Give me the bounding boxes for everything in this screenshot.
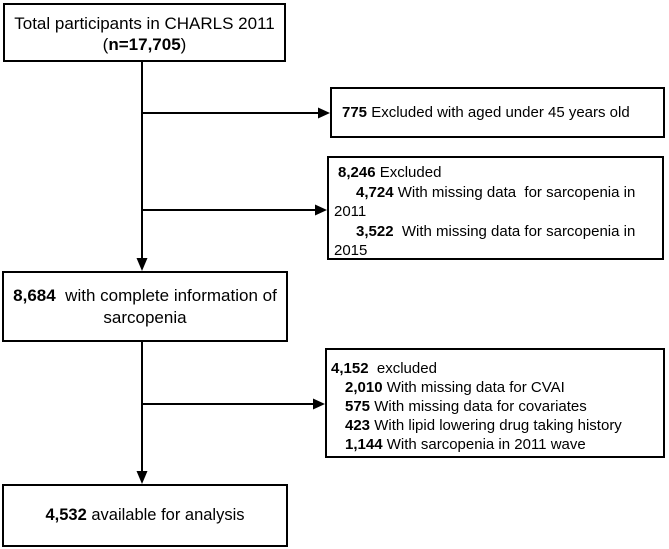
- box-available-for-analysis: 4,532 available for analysis: [2, 484, 288, 547]
- box-excluded-missing-sarcopenia: 8,246 Excluded 4,724 With missing data f…: [327, 156, 664, 260]
- box-excluded-other-reasons: 4,152 excluded 2,010 With missing data f…: [325, 348, 665, 458]
- excluded-other-line3: 575 With missing data for covariates: [345, 398, 587, 415]
- excluded-other-line5: 1,144 With sarcopenia in 2011 wave: [345, 436, 586, 453]
- excluded-other-line4: 423 With lipid lowering drug taking hist…: [345, 417, 622, 434]
- excluded-other-line2: 2,010 With missing data for CVAI: [345, 379, 565, 396]
- excluded-other-line1: 4,152 excluded: [331, 360, 437, 377]
- excluded-sarcopenia-line3: 2011: [334, 203, 367, 220]
- available-for-analysis-text: 4,532 available for analysis: [45, 506, 245, 524]
- total-n-value: n=17,705: [108, 35, 181, 54]
- excluded-sarcopenia-line1: 8,246 Excluded: [338, 164, 442, 181]
- arrow-to-excluded-sarcopenia: [142, 204, 327, 216]
- box-complete-information: 8,684 with complete information of sarco…: [2, 271, 288, 342]
- excluded-sarcopenia-line5: 2015: [334, 242, 368, 259]
- total-participants-line2: (n=17,705): [102, 35, 187, 54]
- box-total-participants: Total participants in CHARLS 2011 (n=17,…: [3, 3, 286, 62]
- box-excluded-under-45: 775 Excluded with aged under 45 years ol…: [330, 87, 665, 138]
- arrow-to-excluded-age: [142, 107, 330, 119]
- arrow-total-to-complete: [136, 62, 148, 271]
- total-participants-line1: Total participants in CHARLS 2011: [14, 14, 275, 33]
- arrow-to-excluded-other: [142, 398, 325, 410]
- excluded-under-45-text: 775 Excluded with aged under 45 years ol…: [342, 104, 630, 121]
- complete-information-line1: 8,684 with complete information of: [13, 286, 277, 305]
- excluded-sarcopenia-line2: 4,724 With missing data for sarcopenia i…: [356, 183, 636, 201]
- excluded-sarcopenia-line4: 3,522 With missing data for sarcopenia i…: [356, 222, 636, 240]
- complete-information-line2: sarcopenia: [103, 308, 187, 327]
- arrow-complete-to-final: [136, 342, 148, 484]
